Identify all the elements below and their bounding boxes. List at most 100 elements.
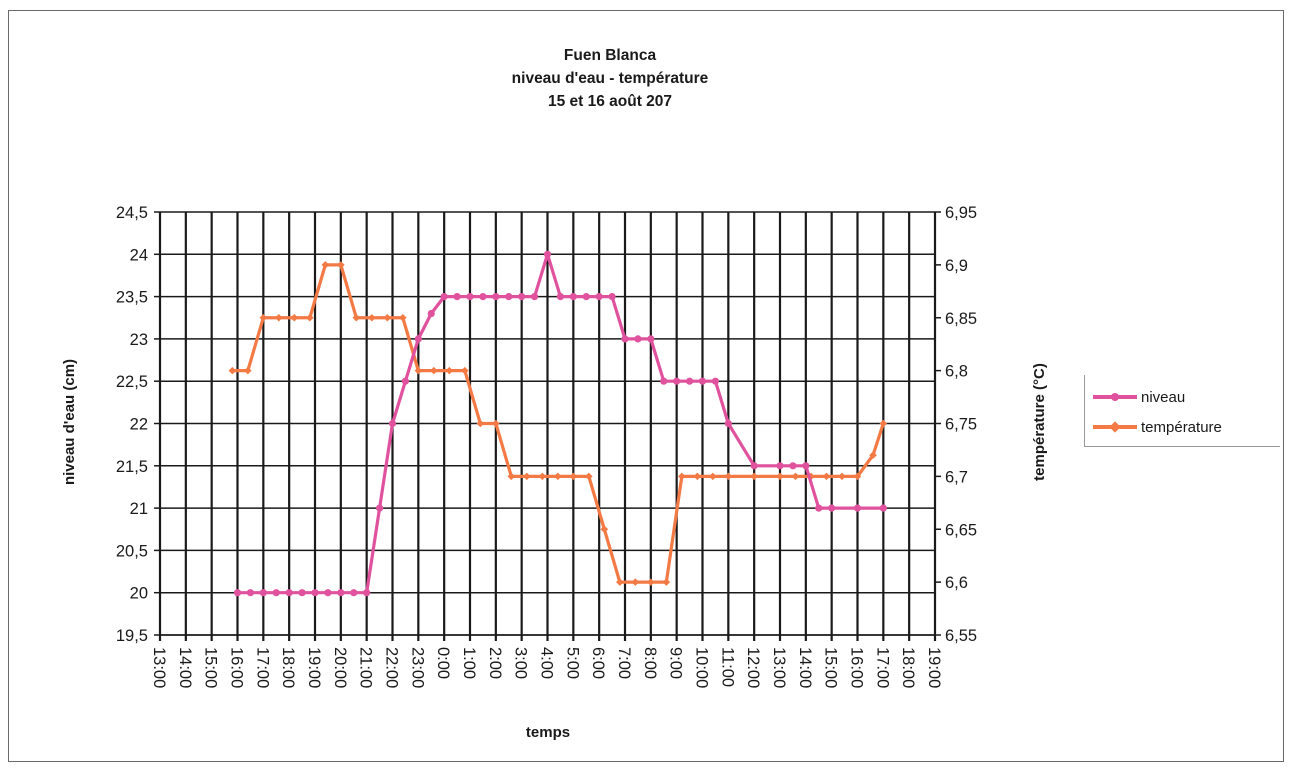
data-point-temperature: [662, 578, 671, 586]
data-point-temperature: [492, 419, 500, 428]
y-left-tick-label: 24,5: [116, 204, 148, 222]
grid-lines: [158, 211, 937, 641]
y-right-tick-labels: 6,95 6,9 6,85 6,8 6,75 6,7 6,65 6,6 6,55: [945, 204, 977, 645]
data-point-niveau: [246, 589, 255, 597]
data-point-temperature: [616, 578, 624, 586]
chart-frame: [8, 10, 1284, 762]
x-tick-label: 4:00: [538, 647, 556, 679]
x-tick-label: 10:00: [693, 647, 711, 688]
x-tick-label: 18:00: [899, 647, 917, 688]
y-left-tick-label: 20: [130, 585, 148, 603]
y-left-tick-label: 24: [130, 246, 148, 264]
data-point-niveau: [492, 293, 500, 301]
x-tick-label: 0:00: [434, 647, 452, 679]
x-tick-label: 21:00: [357, 647, 375, 688]
data-point-temperature: [538, 472, 547, 481]
y-right-tick-label: 6,6: [945, 574, 968, 592]
y-left-tick-label: 23: [130, 331, 148, 349]
data-point-niveau: [272, 589, 280, 597]
x-tick-label: 22:00: [383, 647, 401, 688]
x-tick-label: 8:00: [641, 647, 659, 679]
data-point-temperature: [678, 472, 686, 481]
data-point-niveau: [789, 462, 797, 470]
data-point-niveau: [673, 377, 681, 385]
data-point-niveau: [569, 293, 577, 301]
y-right-tick-label: 6,8: [945, 363, 968, 381]
y-right-tick-label: 6,85: [945, 310, 977, 328]
data-point-niveau: [647, 335, 655, 343]
data-point-niveau: [298, 589, 306, 597]
x-tick-label: 19:00: [925, 647, 943, 688]
data-point-temperature: [750, 472, 758, 481]
data-point-temperature: [838, 472, 846, 481]
y-right-tick-label: 6,65: [945, 521, 977, 539]
data-point-temperature: [383, 313, 392, 322]
data-point-temperature: [879, 419, 888, 428]
data-point-temperature: [791, 472, 800, 481]
data-point-temperature: [709, 472, 717, 481]
data-point-temperature: [507, 472, 516, 481]
y-right-tick-label: 6,9: [945, 257, 968, 275]
data-point-temperature: [647, 578, 655, 586]
data-point-niveau: [414, 335, 422, 343]
data-point-niveau: [879, 504, 887, 512]
legend-item-niveau: niveau: [1093, 387, 1185, 407]
data-point-temperature: [306, 313, 314, 322]
data-point-niveau: [233, 589, 242, 597]
data-point-niveau: [802, 462, 810, 470]
data-point-temperature: [445, 366, 454, 375]
y-left-axis-label: niveau d'eau (cm): [61, 359, 78, 485]
axes: [154, 211, 941, 636]
y-left-tick-label: 21,5: [116, 458, 148, 476]
y-left-tick-label: 19,5: [116, 627, 148, 645]
series-temperature: [228, 261, 888, 586]
data-point-niveau: [466, 293, 474, 301]
x-tick-label: 17:00: [873, 647, 891, 688]
data-point-temperature: [476, 419, 485, 428]
legend-label-temperature: température: [1141, 418, 1222, 436]
y-right-tick-label: 6,7: [945, 468, 968, 486]
data-point-niveau: [324, 589, 332, 597]
x-tick-labels: 13:00 14:00 15:00 16:00 17:00 18:00 19:00 20:00…: [150, 647, 943, 688]
data-point-niveau: [350, 589, 358, 597]
data-point-niveau: [375, 504, 384, 512]
x-axis-label: temps: [526, 724, 570, 741]
legend: niveau température: [1084, 375, 1280, 447]
x-tick-label: 20:00: [331, 647, 349, 688]
x-tick-label: 15:00: [822, 647, 840, 688]
y-left-tick-label: 23,5: [116, 289, 148, 307]
data-point-temperature: [853, 472, 862, 481]
chart-title-line-1: Fuen Blanca: [563, 47, 657, 64]
x-tick-label: 18:00: [279, 647, 297, 688]
data-point-niveau: [828, 504, 836, 512]
data-point-temperature: [807, 472, 815, 481]
data-point-temperature: [822, 472, 831, 481]
x-tick-label: 11:00: [718, 647, 736, 687]
x-tick-label: 1:00: [460, 647, 478, 679]
data-point-niveau: [853, 504, 862, 512]
data-point-niveau: [337, 589, 345, 597]
data-point-temperature: [523, 472, 531, 481]
data-point-niveau: [750, 462, 758, 470]
data-point-niveau: [711, 377, 720, 385]
data-point-niveau: [660, 377, 668, 385]
x-tick-label: 7:00: [615, 647, 633, 679]
data-point-niveau: [285, 589, 293, 597]
y-right-axis-label: température (°C): [1031, 363, 1048, 481]
data-point-niveau: [311, 589, 319, 597]
x-tick-label: 14:00: [176, 647, 194, 688]
legend-label-niveau: niveau: [1141, 388, 1186, 406]
y-right-tick-label: 6,95: [945, 204, 977, 222]
chart-title: Fuen Blanca niveau d'eau - température 1…: [440, 44, 780, 113]
data-point-temperature: [352, 313, 361, 322]
x-tick-label: 12:00: [744, 647, 762, 688]
data-point-temperature: [693, 472, 702, 481]
y-right-tick-label: 6,55: [945, 627, 977, 645]
x-tick-label: 5:00: [563, 647, 581, 679]
legend-swatch-temperature: [1093, 421, 1137, 433]
x-tick-label: 17:00: [253, 647, 271, 688]
data-point-niveau: [698, 377, 707, 385]
data-point-temperature: [414, 366, 423, 375]
data-point-temperature: [275, 313, 283, 322]
